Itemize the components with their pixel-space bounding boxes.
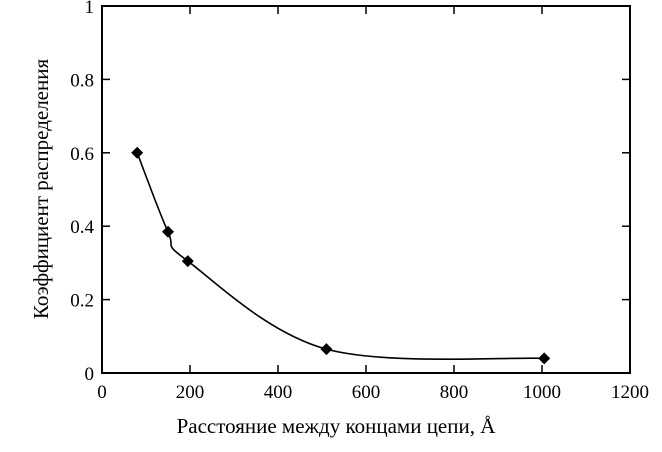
y-axis-ticks: 0 0.2 0.4 0.6 0.8 1 [70,0,630,385]
x-tick-label: 600 [352,382,381,403]
y-tick-label: 0 [85,364,95,385]
x-tick-label: 400 [264,382,293,403]
y-tick-label: 0.8 [70,70,94,91]
data-point-diamond [538,352,551,365]
data-point-diamond [181,255,194,268]
x-tick-label: 800 [440,382,469,403]
series-markers [131,146,551,365]
y-tick-label: 1 [85,0,95,18]
data-point-diamond [320,343,333,356]
data-point-diamond [162,225,174,238]
plot-frame [101,5,631,374]
y-tick-label: 0.4 [70,217,94,238]
y-tick-label: 0.2 [70,291,94,312]
x-tick-label: 1000 [523,382,561,403]
x-tick-label: 1200 [611,382,649,403]
x-tick-label: 200 [176,382,205,403]
y-tick-label: 0.6 [70,144,94,165]
x-axis-ticks: 0 200 400 600 800 1000 1200 [97,6,649,403]
x-tick-label: 0 [97,382,107,403]
x-axis-label: Расстояние между концами цепи, Å [177,414,497,438]
series-line [136,152,545,361]
y-axis-label: Коэффициент распределения [29,59,53,320]
data-point-diamond [131,146,144,159]
